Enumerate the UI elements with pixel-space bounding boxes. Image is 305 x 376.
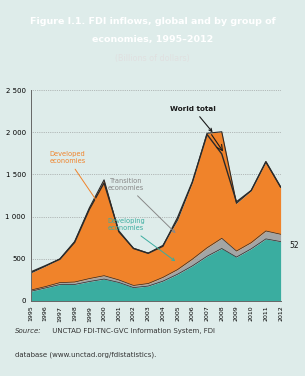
Text: Developed
economies: Developed economies: [49, 151, 117, 230]
Text: World total: World total: [170, 106, 216, 131]
Text: 52: 52: [289, 241, 299, 250]
Text: Developing
economies: Developing economies: [107, 218, 174, 261]
Text: database (www.unctad.org/fdistatistics).: database (www.unctad.org/fdistatistics).: [15, 352, 157, 358]
Text: Source:: Source:: [15, 328, 42, 334]
Text: Transition
economies: Transition economies: [108, 178, 175, 232]
Text: economies, 1995–2012: economies, 1995–2012: [92, 35, 213, 44]
Text: Figure I.1. FDI inflows, global and by group of: Figure I.1. FDI inflows, global and by g…: [30, 17, 275, 26]
Text: (Billions of dollars): (Billions of dollars): [115, 54, 190, 63]
Text: UNCTAD FDI-TNC-GVC Information System, FDI: UNCTAD FDI-TNC-GVC Information System, F…: [50, 328, 215, 334]
